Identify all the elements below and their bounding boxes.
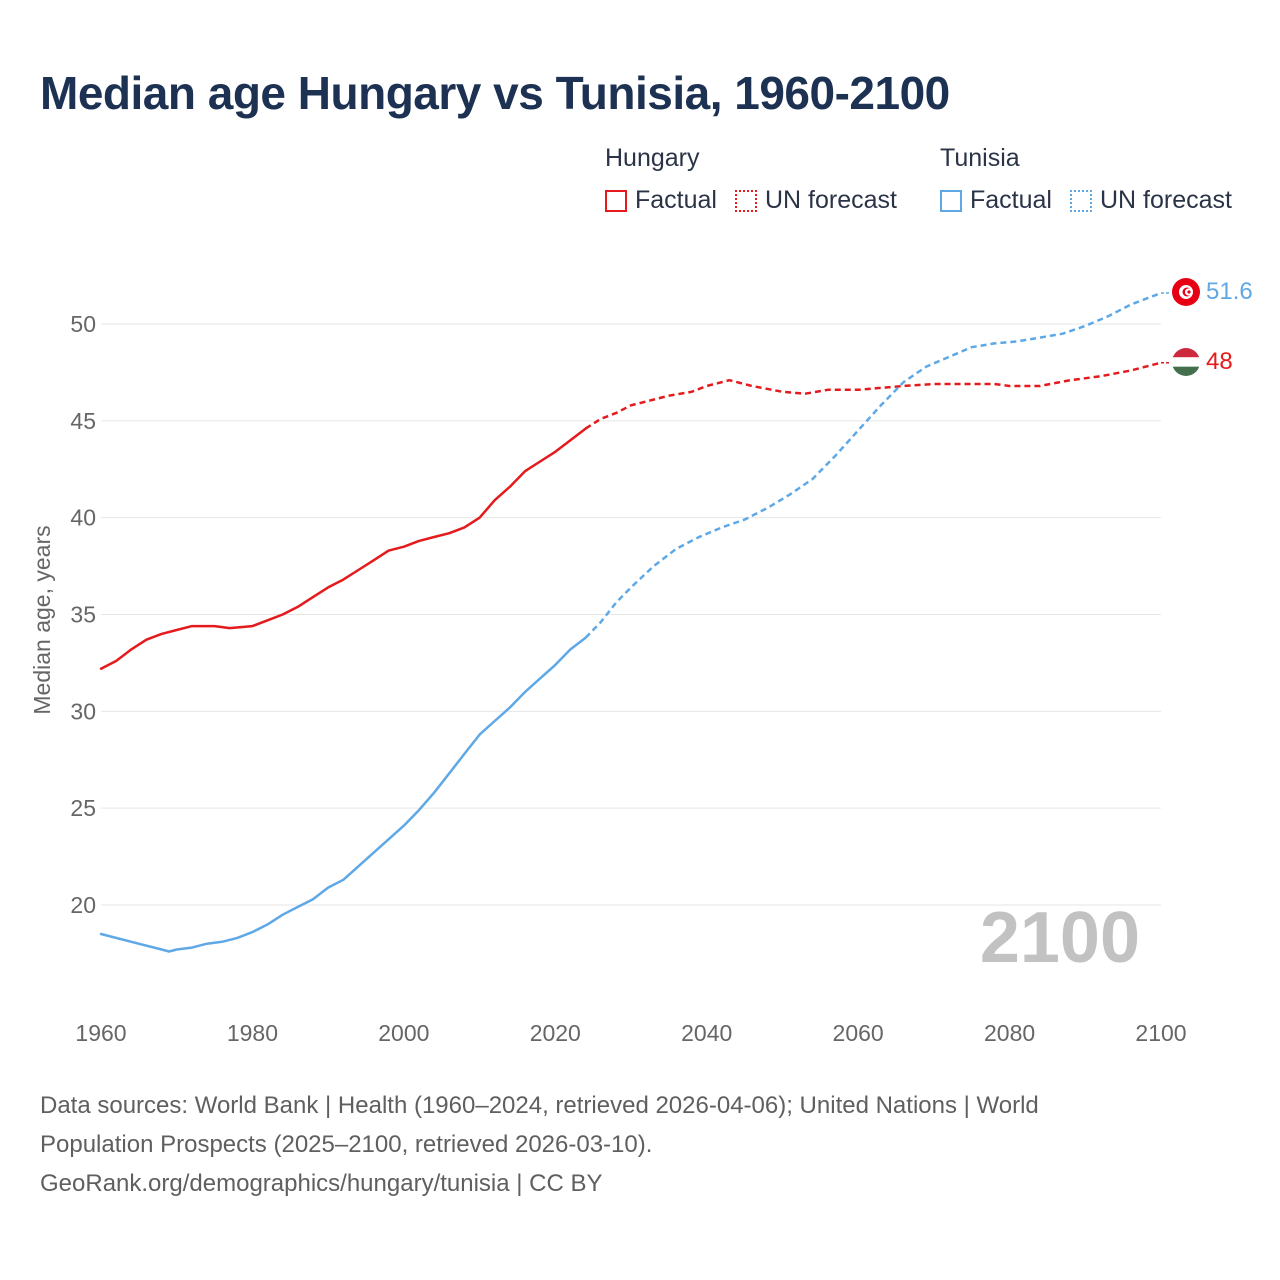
legend-group-tunisia: Tunisia Factual UN forecast: [940, 144, 1250, 215]
legend-label-hungary-forecast: UN forecast: [764, 186, 897, 214]
series-line-tunisia-factual[interactable]: [99, 636, 587, 953]
x-tick-label-2080: 2080: [984, 1020, 1035, 1046]
legend-item-tunisia-forecast[interactable]: UN forecast: [1069, 186, 1232, 215]
flag-tunisia-icon: [1172, 278, 1200, 306]
y-tick-label-45: 45: [70, 408, 96, 434]
y-tick-label-40: 40: [70, 505, 96, 531]
x-tick-label-2000: 2000: [378, 1020, 429, 1046]
x-tick-label-1960: 1960: [75, 1020, 126, 1046]
footer-credit[interactable]: GeoRank.org/demographics/hungary/tunisia…: [40, 1170, 603, 1197]
y-tick-label-20: 20: [70, 892, 96, 918]
end-label-hungary: 48: [1206, 348, 1233, 375]
line-chart: 20 25 30 35 40 45 50 1960 1980 2000 2020 2040 2060 20…: [29, 278, 1253, 1046]
legend-item-hungary-factual[interactable]: Factual: [605, 186, 717, 215]
x-tick-label-2020: 2020: [530, 1020, 581, 1046]
y-tick-label-25: 25: [70, 795, 96, 821]
grid-layer: [101, 323, 1161, 906]
series-line-hungary-forecast[interactable]: [584, 361, 1162, 430]
y-tick-label-35: 35: [70, 602, 96, 628]
legend-label-tunisia-forecast: UN forecast: [1099, 186, 1232, 214]
chart-title: Median age Hungary vs Tunisia, 1960-2100: [40, 67, 950, 119]
series-layer: [99, 291, 1171, 953]
y-tick-label-30: 30: [70, 698, 96, 724]
x-tick-label-1980: 1980: [227, 1020, 278, 1046]
series-line-hungary-factual[interactable]: [99, 427, 587, 670]
y-tick-label-50: 50: [70, 311, 96, 337]
legend-group-hungary: Hungary Factual UN forecast: [605, 144, 915, 215]
legend-title-tunisia: Tunisia: [940, 144, 1020, 172]
legend-swatch-tunisia-factual: [940, 189, 962, 212]
x-tick-label-2040: 2040: [681, 1020, 732, 1046]
flag-hungary-icon: [1172, 348, 1200, 376]
legend-item-hungary-forecast[interactable]: UN forecast: [734, 186, 897, 215]
footer-source-line-2: Population Prospects (2025–2100, retriev…: [40, 1131, 653, 1158]
series-line-tunisia-forecast[interactable]: [584, 291, 1162, 639]
footer: Data sources: World Bank | Health (1960–…: [40, 1086, 1240, 1203]
legend-swatch-hungary-factual: [605, 189, 627, 212]
axis-layer: 20 25 30 35 40 45 50 1960 1980 2000 2020 2040 2060 20…: [70, 311, 1186, 1046]
legend-swatch-tunisia-forecast: [1069, 189, 1092, 212]
legend-label-tunisia-factual: Factual: [970, 186, 1052, 214]
legend-swatch-hungary-forecast: [734, 189, 757, 212]
legend-label-hungary-factual: Factual: [635, 186, 717, 214]
footer-source-line-1: Data sources: World Bank | Health (1960–…: [40, 1092, 1039, 1119]
x-tick-label-2100: 2100: [1135, 1020, 1186, 1046]
year-watermark: 2100: [980, 898, 1140, 978]
end-label-tunisia: 51.6: [1206, 278, 1253, 305]
x-tick-label-2060: 2060: [833, 1020, 884, 1046]
legend-item-tunisia-factual[interactable]: Factual: [940, 186, 1052, 215]
y-axis-label: Median age, years: [29, 525, 55, 714]
legend-title-hungary: Hungary: [605, 144, 700, 172]
